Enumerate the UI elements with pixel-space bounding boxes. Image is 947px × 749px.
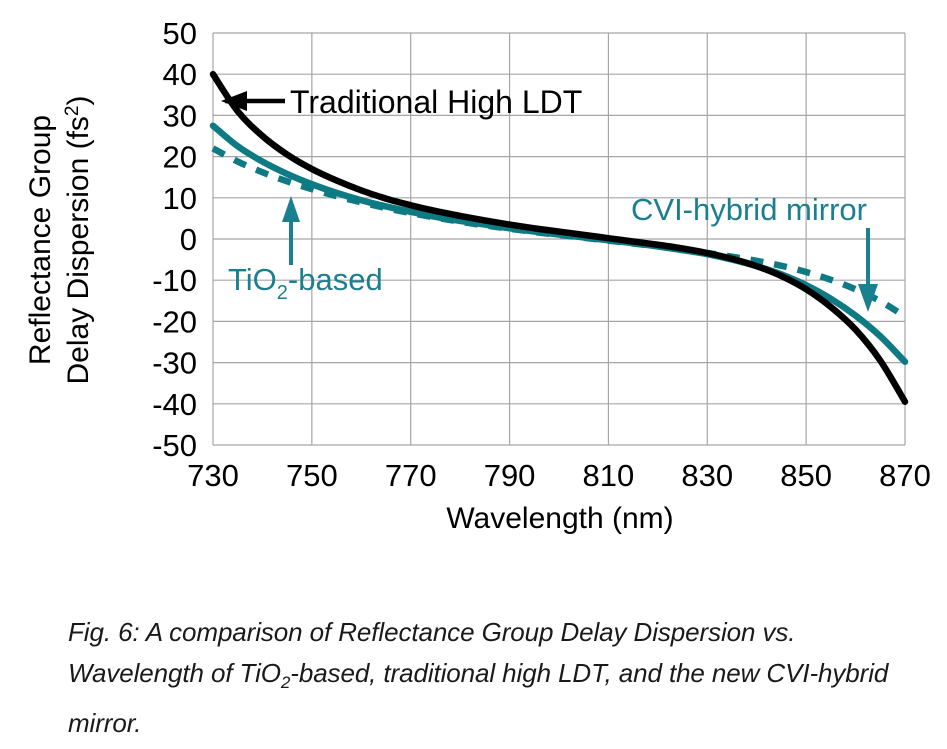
caption-text-part1: A comparison of Reflectance Group Delay … [68, 617, 796, 688]
y-tick-label: 20 [163, 140, 197, 175]
x-axis-tick-labels: 730 750 770 790 810 830 850 870 [187, 458, 931, 493]
y-axis-title-line2-text: Delay Dispersion (fs [62, 116, 95, 384]
figure-caption: Fig. 6: A comparison of Reflectance Grou… [68, 612, 918, 744]
y-axis-title-line2: Delay Dispersion (fs2) [62, 96, 95, 385]
left-arrow-icon [221, 91, 247, 111]
x-tick-label: 750 [286, 458, 338, 493]
y-axis-title-paren: ) [62, 96, 95, 106]
vertical-gridlines [212, 33, 906, 445]
x-tick-label: 810 [583, 458, 635, 493]
annotation-traditional-high-ldt: Traditional High LDT [221, 84, 582, 120]
horizontal-gridlines [213, 32, 905, 446]
annotation-cvi-hybrid-mirror: CVI-hybrid mirror [631, 192, 878, 312]
x-tick-label: 790 [484, 458, 536, 493]
y-tick-label: -30 [152, 346, 197, 381]
x-axis-title: Wavelength (nm) [446, 502, 673, 535]
y-axis-title-line1: Reflectance Group [24, 115, 57, 365]
x-tick-label: 870 [879, 458, 931, 493]
x-tick-label: 730 [187, 458, 239, 493]
gdd-chart: -50 -40 -30 -20 -10 0 10 20 30 40 50 730 750 770 790 8… [24, 16, 931, 535]
y-tick-label: -10 [152, 263, 197, 298]
y-tick-label: -20 [152, 304, 197, 339]
cvi-hybrid-mirror-label: CVI-hybrid mirror [631, 192, 867, 227]
y-tick-label: 50 [163, 16, 197, 51]
annotation-tio2-based: TiO2-based [228, 196, 383, 304]
y-tick-label: 30 [163, 98, 197, 133]
series-line-tio2-based [211, 145, 907, 320]
tio2-based-label: TiO2-based [228, 262, 383, 304]
down-arrow-icon [858, 284, 878, 312]
y-tick-label: 10 [163, 181, 197, 216]
x-tick-label: 770 [385, 458, 437, 493]
series-line-cvi-hybrid-mirror [209, 122, 909, 366]
caption-number: Fig. 6: [68, 617, 140, 647]
data-series-group [209, 70, 909, 405]
y-tick-label: 0 [180, 222, 197, 257]
traditional-high-ldt-label: Traditional High LDT [290, 84, 582, 120]
tio2-label-main: TiO [228, 262, 277, 297]
caption-text-part2: -based, traditional high LDT, and the ne… [68, 658, 889, 739]
series-line-traditional-high-ldt [209, 70, 909, 405]
y-axis-tick-labels: -50 -40 -30 -20 -10 0 10 20 30 40 50 [152, 16, 197, 463]
tio2-label-subscript: 2 [277, 282, 288, 304]
x-tick-label: 850 [780, 458, 832, 493]
up-arrow-icon [282, 196, 300, 222]
y-tick-label: -50 [152, 428, 197, 463]
y-axis-title-superscript: 2 [62, 106, 83, 117]
y-tick-label: 40 [163, 57, 197, 92]
tio2-label-tail: -based [288, 262, 383, 297]
caption-subscript: 2 [280, 673, 291, 693]
chart-area: -50 -40 -30 -20 -10 0 10 20 30 40 50 730 750 770 790 8… [24, 16, 931, 535]
x-tick-label: 830 [681, 458, 733, 493]
y-tick-label: -40 [152, 387, 197, 422]
